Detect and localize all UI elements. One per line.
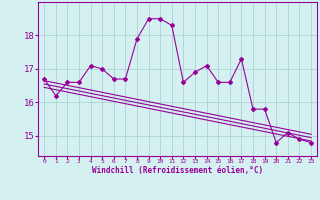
X-axis label: Windchill (Refroidissement éolien,°C): Windchill (Refroidissement éolien,°C) xyxy=(92,166,263,175)
